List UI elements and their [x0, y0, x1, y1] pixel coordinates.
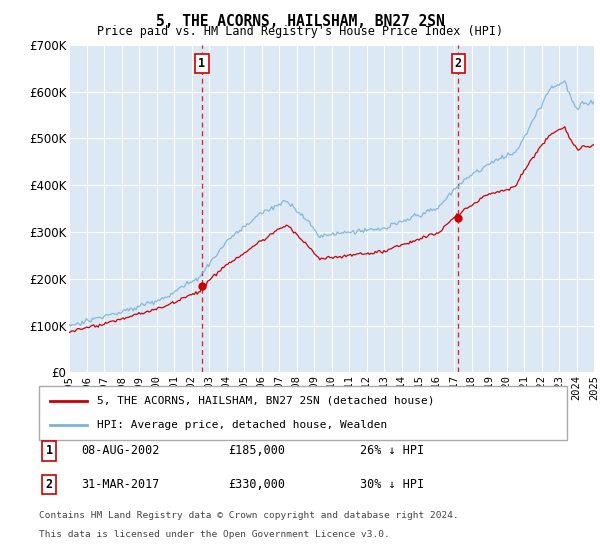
- Text: 5, THE ACORNS, HAILSHAM, BN27 2SN (detached house): 5, THE ACORNS, HAILSHAM, BN27 2SN (detac…: [97, 396, 434, 406]
- Text: 1: 1: [46, 444, 53, 458]
- Text: Contains HM Land Registry data © Crown copyright and database right 2024.: Contains HM Land Registry data © Crown c…: [39, 511, 459, 520]
- Text: 30% ↓ HPI: 30% ↓ HPI: [360, 478, 424, 491]
- Text: 08-AUG-2002: 08-AUG-2002: [81, 444, 160, 458]
- Text: £330,000: £330,000: [228, 478, 285, 491]
- Text: This data is licensed under the Open Government Licence v3.0.: This data is licensed under the Open Gov…: [39, 530, 390, 539]
- Text: HPI: Average price, detached house, Wealden: HPI: Average price, detached house, Weal…: [97, 420, 388, 430]
- Text: 1: 1: [198, 57, 205, 70]
- Text: Price paid vs. HM Land Registry's House Price Index (HPI): Price paid vs. HM Land Registry's House …: [97, 25, 503, 38]
- Text: 5, THE ACORNS, HAILSHAM, BN27 2SN: 5, THE ACORNS, HAILSHAM, BN27 2SN: [155, 14, 445, 29]
- Text: £185,000: £185,000: [228, 444, 285, 458]
- Text: 2: 2: [46, 478, 53, 491]
- Text: 2: 2: [455, 57, 462, 70]
- Text: 31-MAR-2017: 31-MAR-2017: [81, 478, 160, 491]
- Text: 26% ↓ HPI: 26% ↓ HPI: [360, 444, 424, 458]
- FancyBboxPatch shape: [39, 386, 567, 440]
